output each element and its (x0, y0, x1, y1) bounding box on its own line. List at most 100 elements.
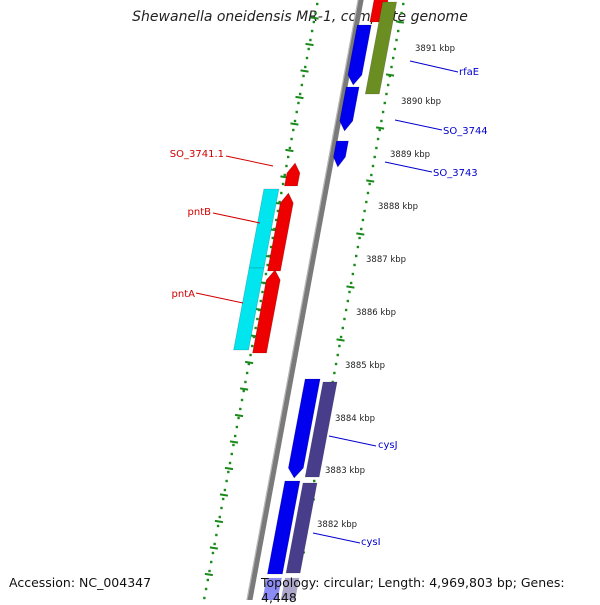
tick-dot (402, 2, 405, 6)
label-leader-line (212, 212, 261, 224)
tick-dot (378, 128, 381, 132)
tick-dot (371, 164, 375, 168)
kbp-label: 3884 kbp (335, 414, 375, 424)
tick-dot (244, 380, 247, 384)
tick-dot (381, 110, 385, 114)
tick-dot (373, 155, 376, 159)
tick-dot (295, 110, 298, 114)
tick-dot (386, 83, 390, 87)
tick-dot (380, 119, 383, 123)
gene-arrow (267, 192, 294, 272)
tick-dot (307, 47, 310, 51)
gene-label-pntb: pntB (188, 207, 212, 218)
tick-dot (292, 128, 295, 132)
gene-arrow (339, 86, 360, 132)
kbp-label: 3888 kbp (378, 202, 418, 212)
topology-text: Topology: circular; Length: 4,969,803 bp… (261, 575, 600, 605)
tick-dot (242, 389, 245, 393)
tick-dot (348, 290, 351, 294)
tick-dot (368, 182, 371, 186)
gene-arrow (288, 378, 321, 479)
tick-dot (293, 119, 297, 123)
tick-mark (295, 95, 304, 100)
tick-dot (316, 2, 319, 6)
tick-dot (283, 173, 286, 177)
tick-dot (278, 200, 281, 204)
tick-dot (227, 470, 230, 474)
tick-mark (224, 466, 234, 471)
tick-dot (251, 344, 254, 348)
tick-dot (264, 272, 268, 276)
tick-dot (298, 92, 302, 96)
tick-dot (218, 515, 221, 519)
tick-mark (385, 73, 395, 77)
label-leader-line (409, 60, 459, 73)
backbone-highlight (246, 0, 359, 600)
gene-arrow (252, 269, 281, 354)
tick-mark (209, 546, 219, 550)
tick-dot (304, 65, 307, 69)
tick-dot (204, 587, 208, 591)
tick-dot (366, 191, 370, 195)
tick-dot (221, 497, 225, 501)
tick-dot (388, 74, 392, 78)
gene-label-so-3744: SO_3744 (443, 126, 488, 137)
tick-dot (206, 578, 209, 582)
gene-label-so-3743: SO_3743 (433, 168, 478, 179)
gene-arrow (304, 381, 338, 478)
tick-dot (271, 236, 274, 240)
gene-arrow (364, 1, 397, 95)
label-leader-line (312, 532, 361, 544)
tick-dot (390, 65, 393, 69)
tick-mark (234, 413, 244, 418)
tick-dot (237, 416, 240, 420)
gene-label-cysi: cysI (361, 537, 381, 548)
tick-dot (353, 263, 356, 267)
tick-dot (334, 362, 338, 366)
tick-dot (216, 524, 220, 528)
tick-dot (269, 245, 273, 249)
tick-mark (214, 519, 224, 524)
tick-dot (313, 479, 316, 483)
gene-arrow (333, 140, 349, 168)
gene-arrow (347, 24, 372, 86)
tick-dot (273, 227, 276, 231)
tick-dot (247, 362, 251, 366)
tick-dot (240, 398, 244, 402)
tick-dot (281, 182, 285, 186)
tick-dot (245, 371, 249, 375)
tick-dot (312, 20, 316, 24)
tick-dot (375, 146, 378, 150)
tick-dot (302, 74, 305, 78)
tick-dot (344, 308, 348, 312)
gene-arrow (284, 162, 301, 187)
tick-dot (210, 560, 213, 564)
tick-dot (391, 56, 395, 60)
gene-label-so-3741-1: SO_3741.1 (170, 149, 224, 160)
tick-dot (365, 200, 368, 204)
genome-backbone (246, 0, 364, 600)
tick-dot (228, 461, 232, 465)
tick-mark (300, 69, 309, 73)
tick-dot (314, 11, 317, 15)
label-leader-line (328, 435, 377, 447)
tick-dot (225, 479, 228, 483)
gene-arrow (285, 482, 318, 574)
tick-dot (285, 164, 288, 168)
tick-dot (346, 299, 350, 303)
tick-dot (220, 506, 223, 510)
kbp-label: 3886 kbp (356, 308, 396, 318)
tick-dot (211, 551, 215, 555)
tick-dot (208, 569, 211, 573)
tick-dot (235, 425, 239, 429)
tick-dot (395, 38, 398, 42)
tick-dot (338, 344, 341, 348)
tick-dot (336, 353, 339, 357)
kbp-label: 3882 kbp (317, 520, 357, 530)
tick-dot (290, 137, 293, 141)
tick-dot (341, 326, 344, 330)
tick-dot (230, 452, 233, 456)
tick-dot (305, 56, 309, 60)
tick-dot (397, 29, 400, 33)
